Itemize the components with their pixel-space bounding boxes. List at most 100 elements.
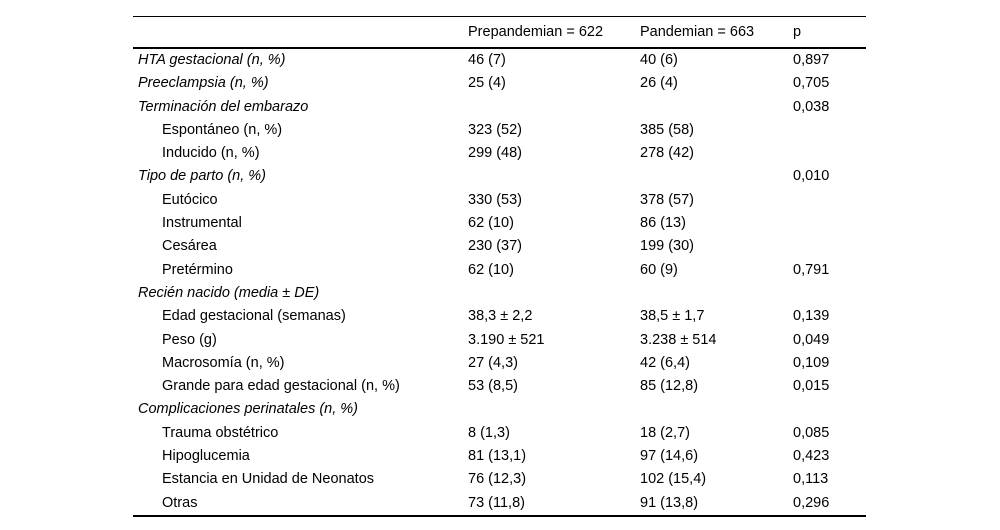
table-row: Terminación del embarazo 0,038 [133, 96, 866, 119]
table-row: Inducido (n, %) 299 (48) 278 (42) [133, 142, 866, 165]
col-header-prepandemian: Prepandemian = 622 [468, 16, 640, 49]
row-label: Recién nacido (media ± DE) [138, 284, 320, 301]
pandemian-value: 385 (58) [640, 121, 695, 138]
row-label: Macrosomía (n, %) [162, 354, 285, 371]
row-label: Grande para edad gestacional (n, %) [162, 378, 400, 395]
p-value: 0,038 [793, 98, 830, 115]
p-value [793, 282, 866, 305]
table-header: Prepandemian = 622 Pandemian = 663 p [133, 16, 866, 49]
table-row: Macrosomía (n, %) 27 (4,3) 42 (6,4) 0,10… [133, 352, 866, 375]
col-header-pandemian: Pandemian = 663 [640, 16, 793, 49]
p-value: 0,705 [793, 75, 830, 92]
prepandemian-value: 38,3 ± 2,2 [468, 308, 533, 325]
table-row: Eutócico 330 (53) 378 (57) [133, 189, 866, 212]
table-row: Peso (g) 3.190 ± 521 3.238 ± 514 0,049 [133, 329, 866, 352]
table-row: Estancia en Unidad de Neonatos 76 (12,3)… [133, 468, 866, 491]
pandemian-value: 42 (6,4) [640, 354, 690, 371]
pandemian-value [640, 165, 793, 188]
table-row: Complicaciones perinatales (n, %) [133, 398, 866, 421]
header-row: Prepandemian = 622 Pandemian = 663 p [133, 16, 866, 49]
pandemian-value: 86 (13) [640, 215, 686, 232]
p-value: 0,113 [793, 471, 829, 488]
prepandemian-value: 81 (13,1) [468, 448, 527, 465]
table-row: Espontáneo (n, %) 323 (52) 385 (58) [133, 119, 866, 142]
prepandemian-value: 3.190 ± 521 [468, 331, 545, 348]
row-label: Peso (g) [162, 331, 217, 348]
pandemian-value [640, 96, 793, 119]
table-row: Recién nacido (media ± DE) [133, 282, 866, 305]
table-row: Tipo de parto (n, %) 0,010 [133, 165, 866, 188]
p-value: 0,049 [793, 331, 830, 348]
pandemian-value: 26 (4) [640, 75, 678, 92]
p-value [793, 142, 866, 165]
col-header-label [133, 16, 468, 49]
row-label: Inducido (n, %) [162, 145, 260, 162]
pandemian-value: 18 (2,7) [640, 424, 690, 441]
row-label: Otras [162, 494, 198, 511]
prepandemian-value [468, 165, 640, 188]
table-row: Grande para edad gestacional (n, %) 53 (… [133, 375, 866, 398]
row-label: Cesárea [162, 238, 217, 255]
prepandemian-value [468, 282, 640, 305]
table-row: Edad gestacional (semanas) 38,3 ± 2,2 38… [133, 305, 866, 328]
pandemian-value: 97 (14,6) [640, 448, 699, 465]
pandemian-value: 199 (30) [640, 238, 695, 255]
row-label: Tipo de parto (n, %) [138, 168, 267, 185]
prepandemian-value: 53 (8,5) [468, 378, 518, 395]
prepandemian-value: 323 (52) [468, 121, 523, 138]
p-value: 0,139 [793, 308, 830, 325]
table-row: Preeclampsia (n, %) 25 (4) 26 (4) 0,705 [133, 72, 866, 95]
table-row: Cesárea 230 (37) 199 (30) [133, 235, 866, 258]
pandemian-value: 38,5 ± 1,7 [640, 308, 705, 325]
pandemian-value [640, 282, 793, 305]
row-label: Estancia en Unidad de Neonatos [162, 471, 375, 488]
prepandemian-value [468, 96, 640, 119]
p-value: 0,010 [793, 168, 830, 185]
row-label: HTA gestacional (n, %) [138, 52, 286, 68]
pandemian-value: 278 (42) [640, 145, 695, 162]
pandemian-value: 102 (15,4) [640, 471, 707, 488]
row-label: Preeclampsia (n, %) [138, 75, 269, 92]
prepandemian-value: 25 (4) [468, 75, 506, 92]
p-value: 0,015 [793, 378, 830, 395]
p-value [793, 398, 866, 421]
prepandemian-value: 230 (37) [468, 238, 523, 255]
p-value: 0,296 [793, 494, 830, 511]
col-header-p: p [793, 16, 866, 49]
p-value: 0,085 [793, 424, 830, 441]
p-value: 0,897 [793, 52, 830, 68]
pandemian-value: 378 (57) [640, 191, 695, 208]
row-label: Espontáneo (n, %) [162, 121, 283, 138]
outcomes-table: Prepandemian = 622 Pandemian = 663 p HTA… [133, 16, 866, 517]
row-label: Eutócico [162, 191, 218, 208]
pandemian-value [640, 398, 793, 421]
table-row: Pretérmino 62 (10) 60 (9) 0,791 [133, 259, 866, 282]
table-row: Otras 73 (11,8) 91 (13,8) 0,296 [133, 492, 866, 516]
prepandemian-value: 299 (48) [468, 145, 523, 162]
row-label: Terminación del embarazo [138, 98, 309, 115]
prepandemian-value: 62 (10) [468, 261, 514, 278]
row-label: Trauma obstétrico [162, 424, 279, 441]
table-row: Trauma obstétrico 8 (1,3) 18 (2,7) 0,085 [133, 422, 866, 445]
p-value [793, 189, 866, 212]
prepandemian-value: 8 (1,3) [468, 424, 510, 441]
pandemian-value: 91 (13,8) [640, 494, 699, 511]
p-value: 0,109 [793, 354, 830, 371]
pandemian-value: 60 (9) [640, 261, 678, 278]
row-label: Instrumental [162, 215, 242, 232]
prepandemian-value: 62 (10) [468, 215, 514, 232]
table-body: HTA gestacional (n, %) 46 (7) 40 (6) 0,8… [133, 48, 866, 516]
p-value: 0,423 [793, 448, 830, 465]
table-row: Instrumental 62 (10) 86 (13) [133, 212, 866, 235]
p-value [793, 235, 866, 258]
row-label: Complicaciones perinatales (n, %) [138, 401, 359, 418]
pandemian-value: 40 (6) [640, 52, 678, 68]
p-value: 0,791 [793, 261, 830, 278]
prepandemian-value: 330 (53) [468, 191, 523, 208]
table-row: HTA gestacional (n, %) 46 (7) 40 (6) 0,8… [133, 48, 866, 72]
pandemian-value: 3.238 ± 514 [640, 331, 717, 348]
prepandemian-value: 73 (11,8) [468, 494, 525, 511]
row-label: Hipoglucemia [162, 448, 250, 465]
prepandemian-value [468, 398, 640, 421]
